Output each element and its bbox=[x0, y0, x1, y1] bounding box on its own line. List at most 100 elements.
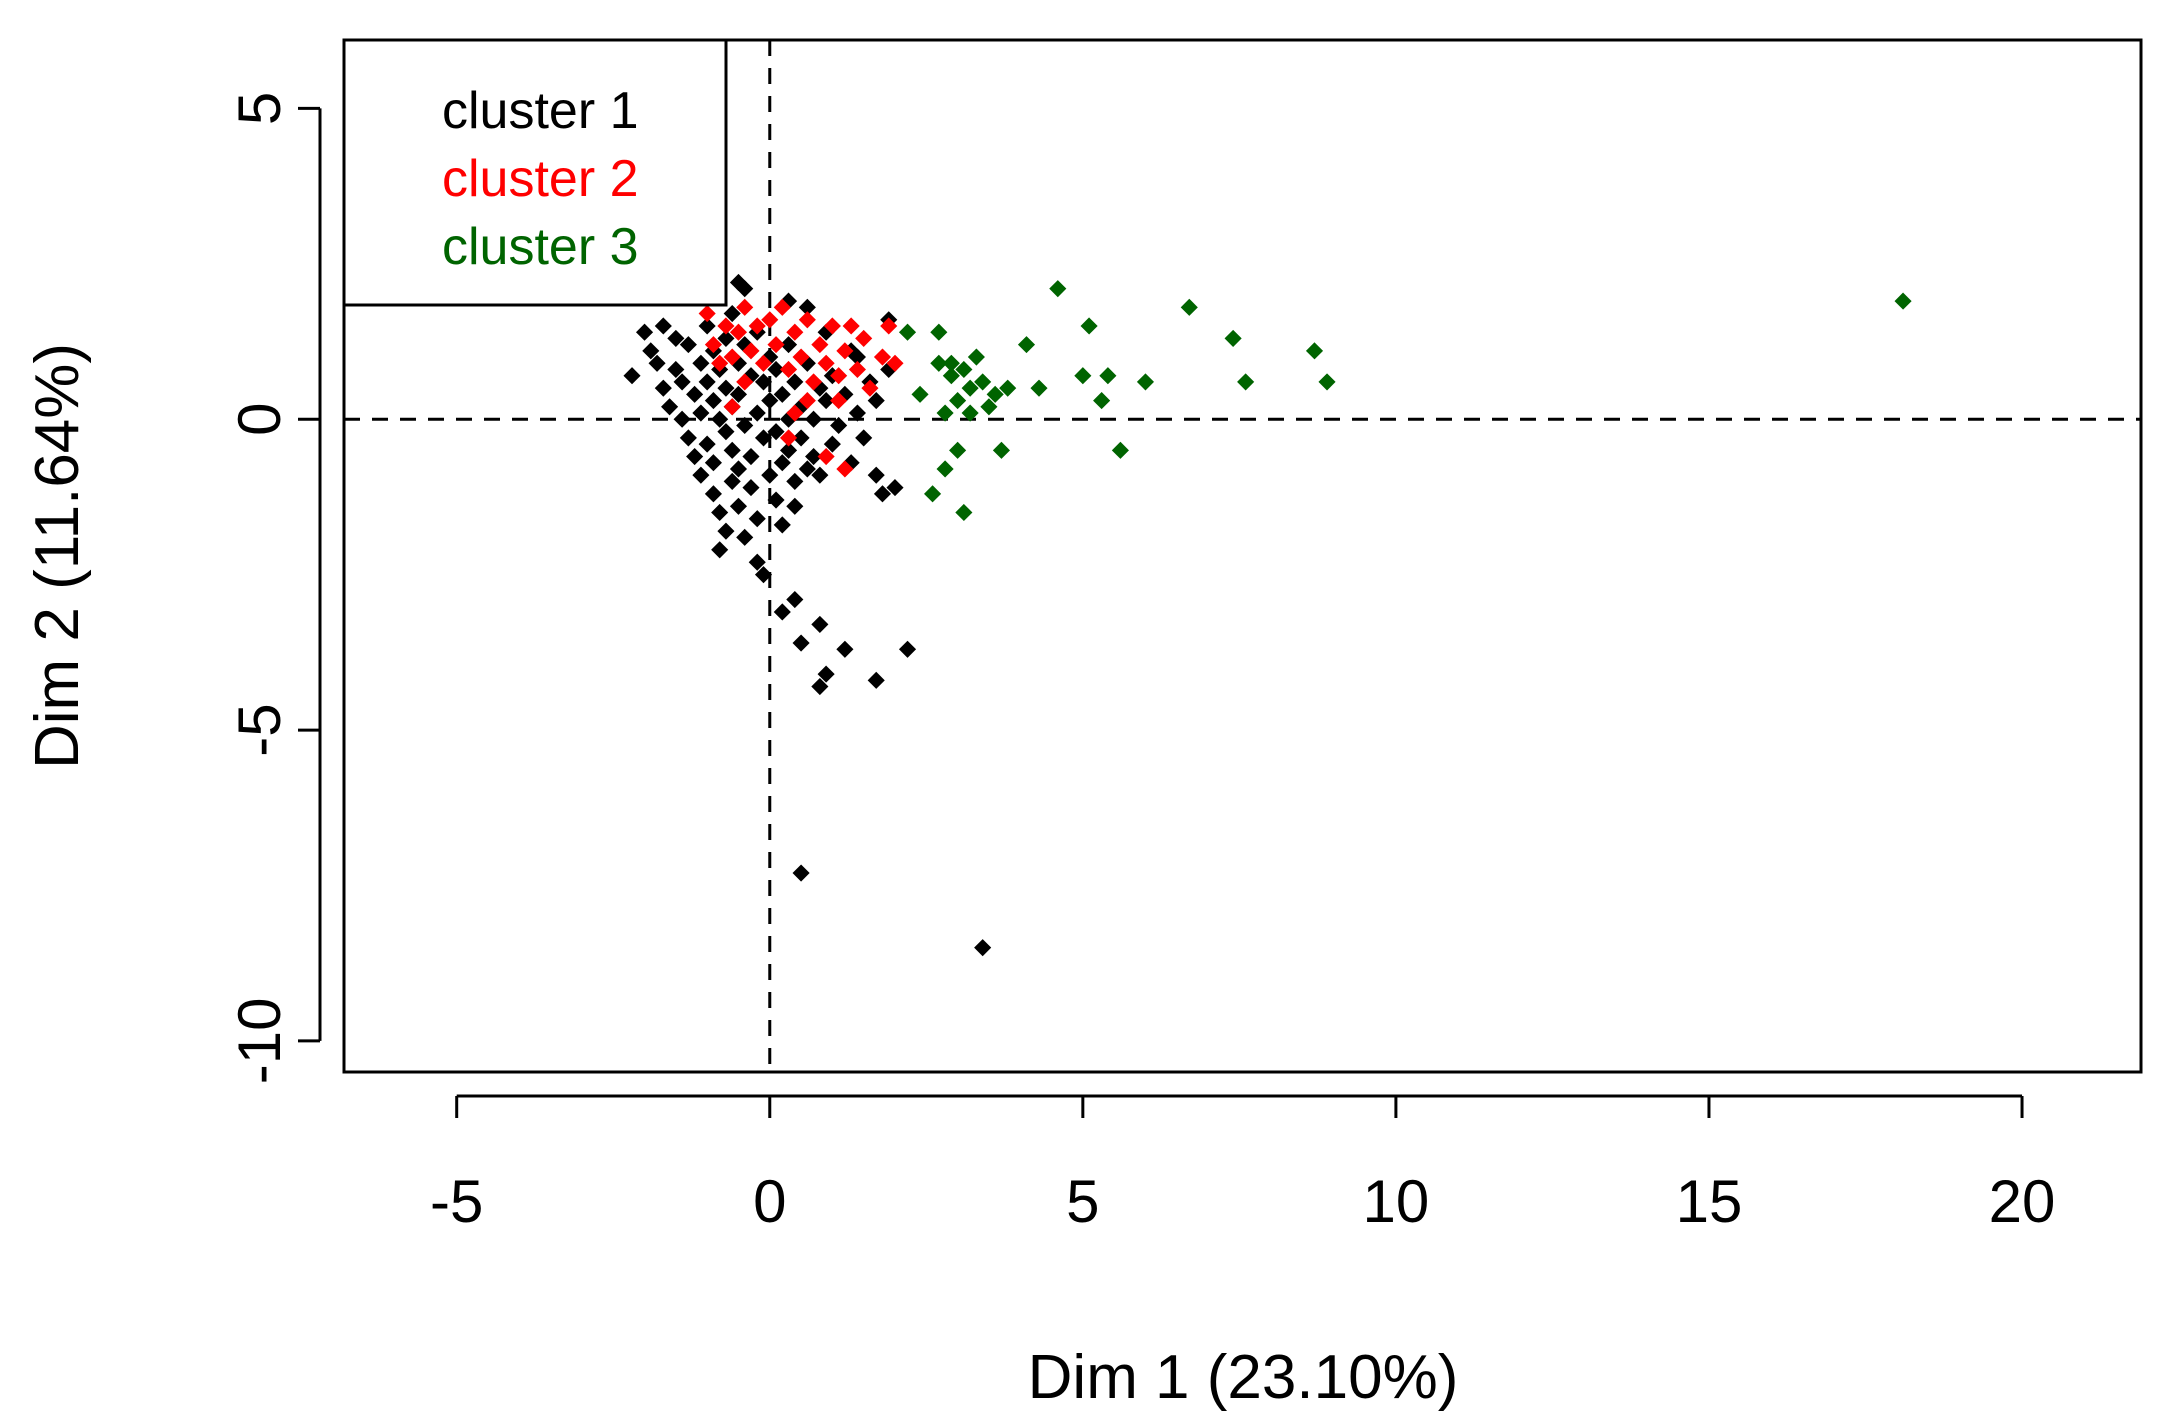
x-tick-label: 10 bbox=[1363, 1168, 1430, 1235]
data-point bbox=[717, 379, 735, 397]
data-point bbox=[798, 311, 816, 329]
x-axis: -5 0 5 10 15 20 bbox=[430, 1094, 2055, 1235]
data-point bbox=[679, 336, 697, 354]
data-point bbox=[773, 454, 791, 472]
data-point bbox=[1318, 373, 1336, 391]
data-point bbox=[1237, 373, 1255, 391]
data-point bbox=[1030, 379, 1048, 397]
data-point bbox=[867, 466, 885, 484]
data-point bbox=[936, 404, 954, 422]
data-point bbox=[936, 460, 954, 478]
data-point bbox=[974, 373, 992, 391]
data-point bbox=[779, 429, 798, 447]
x-tick-label: 15 bbox=[1676, 1168, 1743, 1235]
data-point bbox=[811, 615, 829, 633]
y-axis: -10 -5 0 5 bbox=[226, 92, 322, 1084]
data-point bbox=[811, 466, 829, 484]
data-point bbox=[773, 298, 791, 316]
data-point bbox=[930, 354, 948, 372]
data-point bbox=[748, 510, 766, 528]
data-point bbox=[754, 354, 773, 372]
data-point bbox=[673, 410, 691, 428]
data-point bbox=[848, 360, 866, 379]
data-point bbox=[1093, 392, 1111, 410]
data-point bbox=[961, 379, 979, 397]
data-point bbox=[842, 317, 860, 335]
data-point bbox=[736, 416, 754, 435]
data-point bbox=[792, 429, 810, 447]
data-point bbox=[930, 323, 948, 341]
data-point bbox=[723, 472, 741, 490]
data-point bbox=[792, 634, 810, 652]
data-point bbox=[873, 485, 892, 503]
data-point bbox=[1049, 280, 1067, 298]
data-point bbox=[654, 379, 672, 397]
data-point bbox=[635, 323, 654, 341]
data-point bbox=[704, 485, 722, 503]
data-point bbox=[773, 603, 791, 621]
data-point bbox=[754, 429, 773, 447]
data-point bbox=[1080, 317, 1098, 335]
data-point bbox=[773, 385, 791, 403]
data-point bbox=[955, 503, 973, 522]
data-point bbox=[949, 392, 967, 410]
data-point bbox=[729, 460, 748, 478]
legend: cluster 1 cluster 2 cluster 3 bbox=[342, 38, 728, 307]
series-2 bbox=[698, 298, 904, 478]
data-point bbox=[748, 553, 766, 571]
data-point bbox=[867, 392, 885, 410]
data-point bbox=[792, 348, 810, 366]
data-point bbox=[729, 385, 748, 403]
data-point bbox=[704, 454, 722, 472]
data-point bbox=[761, 392, 779, 410]
data-point bbox=[830, 416, 848, 435]
legend-entry-2: cluster 2 bbox=[442, 150, 639, 208]
data-point bbox=[692, 404, 710, 422]
x-axis-title: Dim 1 (23.10%) bbox=[1028, 1343, 1459, 1412]
data-point bbox=[1111, 441, 1129, 459]
data-point bbox=[711, 541, 729, 559]
data-point bbox=[836, 342, 854, 360]
data-point bbox=[786, 404, 804, 422]
data-point bbox=[754, 373, 773, 391]
data-point bbox=[880, 317, 898, 335]
data-point bbox=[673, 373, 691, 391]
y-tick-label: -5 bbox=[226, 703, 293, 756]
data-point bbox=[711, 354, 729, 372]
data-point bbox=[704, 336, 722, 354]
data-point bbox=[723, 398, 741, 416]
data-point bbox=[855, 429, 873, 447]
data-point bbox=[786, 590, 804, 609]
data-point bbox=[779, 360, 798, 379]
data-point bbox=[817, 392, 835, 410]
data-point bbox=[767, 336, 785, 354]
data-point bbox=[761, 466, 779, 484]
data-point bbox=[992, 441, 1010, 459]
data-point bbox=[692, 354, 710, 372]
data-point bbox=[711, 410, 729, 428]
data-point bbox=[717, 329, 735, 347]
data-point bbox=[823, 435, 841, 453]
data-point bbox=[1894, 292, 1912, 310]
data-point bbox=[836, 640, 854, 658]
data-point bbox=[698, 304, 716, 323]
data-point bbox=[723, 441, 741, 459]
y-axis-title: Dim 2 (11.64%) bbox=[23, 343, 92, 769]
data-point bbox=[861, 379, 879, 397]
data-point bbox=[742, 447, 760, 466]
data-point bbox=[786, 373, 804, 391]
data-point bbox=[742, 479, 760, 497]
data-point bbox=[748, 404, 766, 422]
data-point bbox=[717, 317, 735, 335]
data-point bbox=[767, 423, 785, 441]
legend-entry-3: cluster 3 bbox=[442, 218, 639, 276]
data-point bbox=[986, 385, 1004, 403]
data-point bbox=[974, 939, 992, 957]
data-point bbox=[1074, 367, 1092, 385]
data-point bbox=[792, 864, 810, 882]
data-point bbox=[767, 491, 785, 509]
data-point bbox=[698, 373, 716, 391]
y-tick-label: 0 bbox=[226, 403, 293, 436]
data-point bbox=[779, 336, 798, 354]
data-point bbox=[729, 323, 748, 341]
